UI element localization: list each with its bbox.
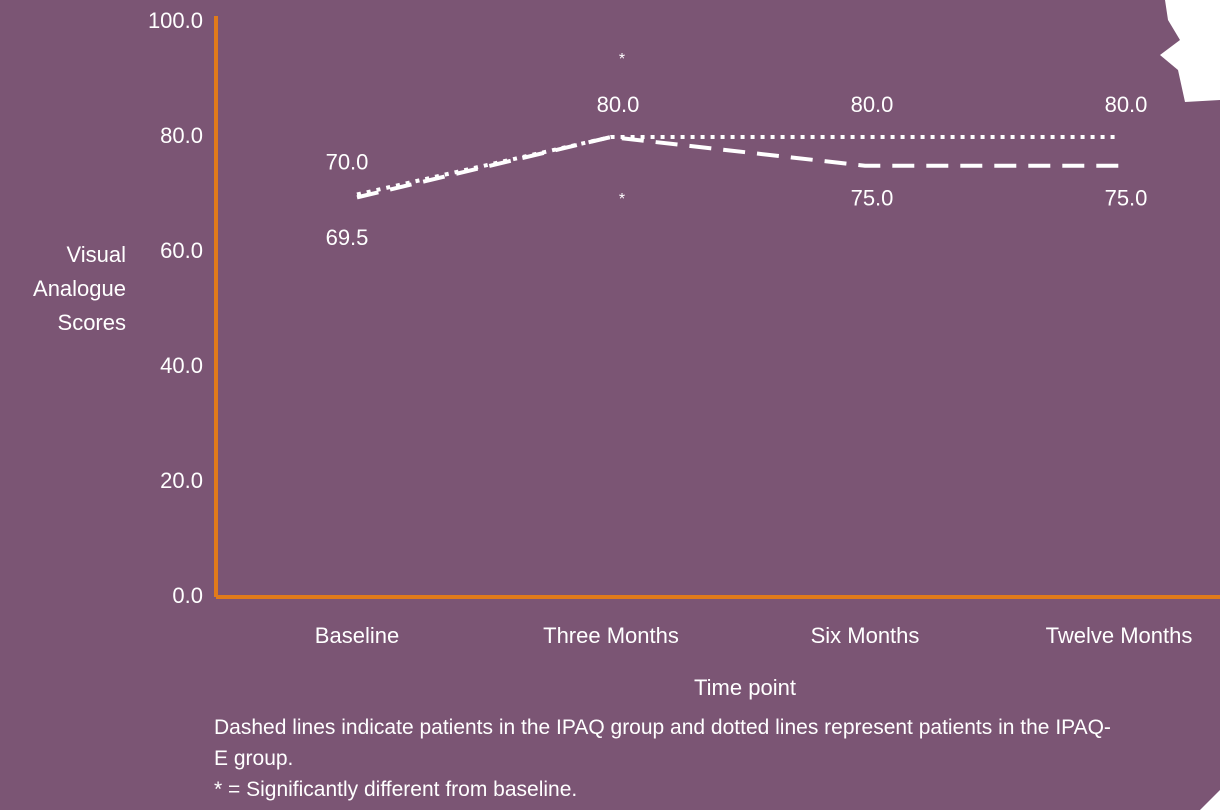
value-label: 80.0	[1105, 92, 1148, 117]
value-label: 75.0	[1105, 186, 1148, 211]
value-label: 70.0	[326, 149, 369, 174]
note: Dashed lines indicate patients in the IP…	[214, 716, 1111, 770]
annotation: *	[619, 191, 625, 208]
value-label: 75.0	[851, 186, 894, 211]
x-tick-label: Six Months	[811, 623, 920, 648]
value-label: 80.0	[851, 92, 894, 117]
value-label: 69.5	[326, 225, 369, 250]
data-line	[356, 134, 1119, 200]
x-tick-label: Twelve Months	[1046, 623, 1193, 648]
x-tick-label: Three Months	[543, 623, 679, 648]
x-tick-label: Baseline	[315, 623, 399, 648]
decoration	[1200, 790, 1220, 810]
y-tick-label: 60.0	[160, 238, 203, 263]
annotation: *	[619, 51, 625, 68]
y-tick-label: 0.0	[172, 583, 203, 608]
y-tick-label: 80.0	[160, 123, 203, 148]
notes: Dashed lines indicate patients in the IP…	[214, 712, 1114, 805]
note: * = Significantly different from baselin…	[214, 778, 578, 801]
decoration	[1160, 0, 1220, 102]
y-tick-label: 20.0	[160, 468, 203, 493]
y-tick-label: 100.0	[148, 8, 203, 33]
y-axis-label: Visual Analogue Scores	[33, 242, 126, 335]
x-axis-label: Time point	[694, 675, 796, 700]
value-label: 80.0	[597, 92, 640, 117]
data-line	[356, 135, 1119, 197]
y-tick-label: 40.0	[160, 353, 203, 378]
